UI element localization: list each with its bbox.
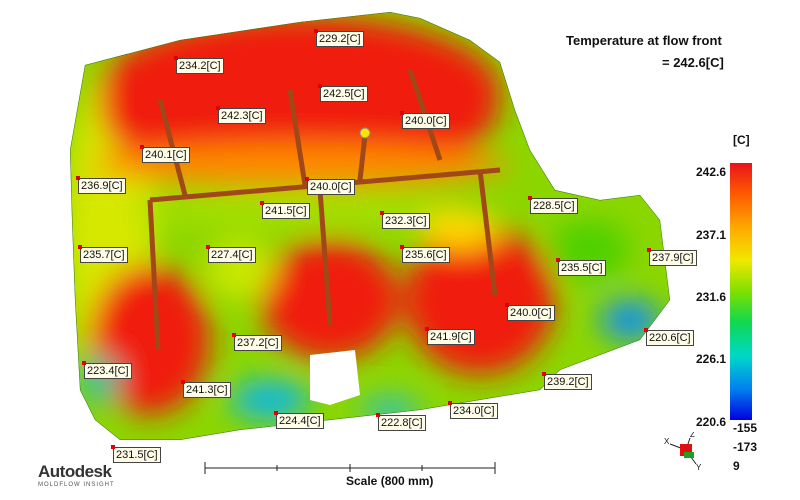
axis-triad-icon[interactable]: X Y Z	[662, 432, 702, 472]
rotation-x: -155	[733, 421, 758, 435]
temperature-probe-label: 240.0[C]	[400, 111, 450, 129]
part-mesh	[70, 12, 670, 440]
scale-label: Scale (800 mm)	[346, 474, 434, 488]
temperature-probe-label: 224.4[C]	[274, 411, 324, 429]
temperature-probe-label: 227.4[C]	[206, 245, 256, 263]
product-name: MOLDFLOW INSIGHT	[38, 482, 115, 488]
axis-x-label: X	[664, 437, 670, 446]
legend-tick: 237.1	[695, 228, 726, 242]
legend-tick: 220.6	[695, 415, 726, 429]
part-cutout	[310, 350, 360, 405]
temperature-probe-label: 234.2[C]	[174, 56, 224, 74]
temperature-probe-label: 240.0[C]	[505, 303, 555, 321]
result-value: = 242.6[C]	[662, 55, 724, 70]
rotation-z: 9	[733, 459, 740, 473]
temperature-probe-label: 228.5[C]	[528, 196, 578, 214]
axis-y-label: Y	[696, 463, 702, 472]
legend-unit: [C]	[733, 133, 750, 147]
temperature-probe-label: 235.7[C]	[78, 245, 128, 263]
injection-point-icon	[359, 127, 371, 139]
axis-z-label: Z	[690, 432, 695, 439]
temperature-probe-label: 223.4[C]	[82, 361, 132, 379]
scale-bar	[204, 462, 496, 474]
temperature-probe-label: 235.5[C]	[556, 258, 606, 276]
temperature-probe-label: 239.2[C]	[542, 372, 592, 390]
temperature-probe-label: 232.3[C]	[380, 211, 430, 229]
temperature-probe-label: 237.2[C]	[232, 333, 282, 351]
temperature-probe-label: 235.6[C]	[400, 245, 450, 263]
temperature-probe-label: 242.5[C]	[318, 84, 368, 102]
autodesk-logo: Autodesk	[38, 462, 112, 481]
temperature-probe-label: 220.6[C]	[644, 328, 694, 346]
legend-tick: 231.6	[695, 290, 726, 304]
temperature-probe-label: 229.2[C]	[314, 29, 364, 47]
temperature-probe-label: 236.9[C]	[76, 176, 126, 194]
temperature-probe-label: 242.3[C]	[216, 106, 266, 124]
temperature-probe-label: 241.9[C]	[425, 327, 475, 345]
temperature-probe-label: 240.1[C]	[140, 145, 190, 163]
temperature-probe-label: 237.9[C]	[647, 248, 697, 266]
temperature-probe-label: 234.0[C]	[448, 401, 498, 419]
temperature-probe-label: 222.8[C]	[376, 413, 426, 431]
temperature-probe-label: 240.0[C]	[305, 177, 355, 195]
temperature-probe-label: 231.5[C]	[111, 445, 161, 463]
temperature-probe-label: 241.5[C]	[260, 201, 310, 219]
legend-tick: 242.6	[695, 165, 726, 179]
legend-tick: 226.1	[695, 352, 726, 366]
rotation-y: -173	[733, 440, 758, 454]
temperature-probe-label: 241.3[C]	[181, 380, 231, 398]
result-title: Temperature at flow front	[566, 33, 722, 48]
color-legend-bar	[730, 163, 752, 420]
